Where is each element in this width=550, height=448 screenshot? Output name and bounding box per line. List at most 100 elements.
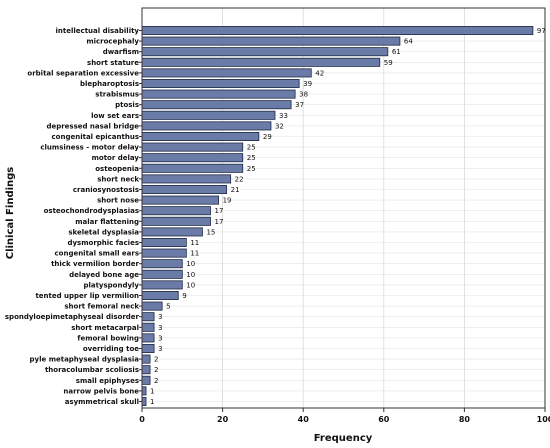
value-label: 10 <box>186 271 195 279</box>
value-label: 29 <box>263 133 272 141</box>
x-axis-title: Frequency <box>314 433 373 444</box>
bar <box>141 312 155 322</box>
value-label: 1 <box>150 387 154 395</box>
value-label: 97 <box>537 27 546 35</box>
y-tick-label: short nose <box>97 197 139 205</box>
bar <box>141 333 155 343</box>
bar <box>141 386 147 396</box>
y-tick-label: short femoral neck <box>64 303 139 311</box>
value-label: 61 <box>392 48 401 56</box>
bar <box>141 259 183 269</box>
value-label: 2 <box>154 377 158 385</box>
value-label: 25 <box>247 154 256 162</box>
y-tick-label: low set ears <box>91 112 139 120</box>
y-tick-label: short stature <box>87 59 139 67</box>
value-label: 19 <box>223 197 232 205</box>
value-label: 21 <box>231 186 240 194</box>
plot-frame <box>141 7 546 409</box>
value-label: 11 <box>190 239 199 247</box>
y-tick-label: congenital small ears <box>55 250 140 258</box>
y-tick-label: congenital epicanthus <box>52 133 139 141</box>
y-tick-label: asymmetrical skull <box>65 398 139 406</box>
bar <box>141 206 211 216</box>
value-label: 10 <box>186 281 195 289</box>
bar <box>141 365 151 375</box>
y-tick-label: narrow pelvis bone <box>63 387 139 395</box>
value-label: 15 <box>206 228 215 236</box>
y-tick-labels: intellectual disability microcephaly dwarf… <box>5 27 142 406</box>
y-tick-label: motor delay <box>92 154 140 162</box>
value-label: 22 <box>235 175 244 183</box>
x-tick-label: 100 <box>537 415 550 424</box>
x-tick-label: 20 <box>217 415 229 424</box>
y-tick-label: depressed nasal bridge <box>46 122 139 130</box>
value-label: 5 <box>166 303 170 311</box>
y-tick-label: thick vermilion border <box>51 260 139 268</box>
bar <box>141 290 179 300</box>
value-label: 25 <box>247 165 256 173</box>
value-label: 1 <box>150 398 154 406</box>
bar <box>141 301 163 311</box>
value-label: 39 <box>303 80 312 88</box>
bar <box>141 131 260 141</box>
bar <box>141 248 187 258</box>
value-label: 59 <box>384 59 393 67</box>
y-tick-label: clumsiness - motor delay <box>40 144 139 152</box>
bar <box>141 375 151 385</box>
y-tick-label: craniosynostosis <box>73 186 139 194</box>
y-tick-label: osteochondrodysplasias <box>44 207 139 215</box>
y-tick-label: dysmorphic facies <box>67 239 139 247</box>
y-tick-label: strabismus <box>95 91 139 99</box>
bar <box>141 396 147 406</box>
value-labels: 9764615942393837333229252525222119171715… <box>150 27 546 406</box>
y-tick-label: delayed bone age <box>69 271 139 279</box>
value-label: 3 <box>158 334 162 342</box>
y-tick-label: microcephaly <box>86 38 139 46</box>
y-tick-label: spondyloepimetaphyseal disorder <box>5 313 140 321</box>
value-label: 17 <box>215 207 224 215</box>
y-tick-label: thoracolumbar scoliosis <box>45 366 139 374</box>
bar <box>141 110 276 120</box>
bar <box>141 57 381 67</box>
bar <box>141 237 187 247</box>
y-tick-label: malar flattening <box>75 218 139 226</box>
x-tick-label: 0 <box>139 415 145 424</box>
y-tick-label: pyle metaphyseal dysplasia <box>30 356 140 364</box>
y-tick-label: blepharoptosis <box>80 80 139 88</box>
x-tick-label: 80 <box>459 415 471 424</box>
value-label: 3 <box>158 345 162 353</box>
value-label: 3 <box>158 324 162 332</box>
bar <box>141 354 151 364</box>
value-label: 3 <box>158 313 162 321</box>
bar <box>141 142 244 152</box>
y-tick-label: overriding toe <box>83 345 139 353</box>
y-tick-label: osteopenia <box>95 165 139 173</box>
bar <box>141 174 232 184</box>
bar <box>141 100 292 110</box>
bar <box>141 163 244 173</box>
bar <box>141 47 389 57</box>
bar <box>141 216 211 226</box>
value-label: 64 <box>404 38 413 46</box>
value-label: 37 <box>295 101 304 109</box>
x-tick-label: 60 <box>378 415 390 424</box>
y-tick-label: orbital separation excessive <box>27 69 139 77</box>
value-label: 42 <box>315 69 324 77</box>
y-axis-title: Clinical Findings <box>5 167 16 260</box>
y-tick-label: ptosis <box>115 101 139 109</box>
value-label: 2 <box>154 366 158 374</box>
value-label: 9 <box>182 292 186 300</box>
bar <box>141 322 155 332</box>
value-label: 32 <box>275 122 284 130</box>
value-label: 11 <box>190 250 199 258</box>
bar <box>141 68 312 78</box>
value-label: 10 <box>186 260 195 268</box>
y-tick-label: tented upper lip vermilion <box>35 292 139 300</box>
bar <box>141 89 296 99</box>
value-label: 33 <box>279 112 288 120</box>
y-tick-label: small epiphyses <box>76 377 139 385</box>
bar <box>141 195 219 205</box>
bar <box>141 153 244 163</box>
value-label: 25 <box>247 144 256 152</box>
